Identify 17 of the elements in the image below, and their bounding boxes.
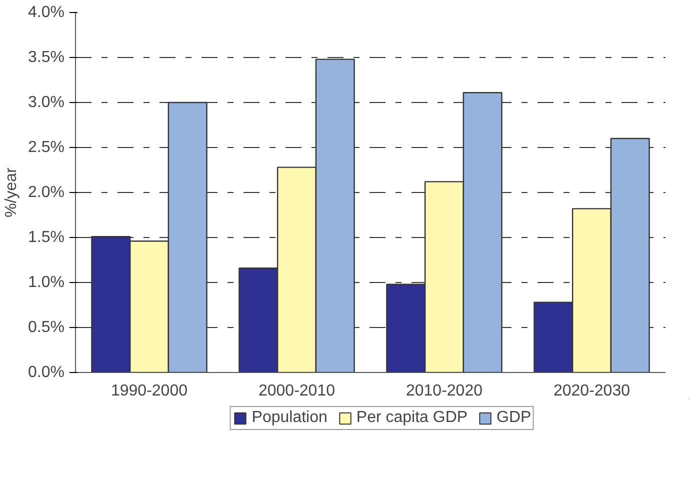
x-tick-label: 2020-2030	[553, 382, 630, 400]
y-tick-label: 1.5%	[28, 229, 64, 246]
y-axis-title: %/year	[3, 166, 20, 218]
y-tick-label: 2.0%	[28, 184, 64, 201]
y-tick-label: 3.5%	[28, 49, 64, 66]
y-tick-label: 1.0%	[28, 274, 64, 291]
x-tick-label: 2010-2020	[406, 382, 483, 400]
y-tick-label: 0.5%	[28, 319, 64, 336]
y-tick-label: 0.0%	[28, 364, 64, 381]
legend-label: Per capita GDP	[356, 409, 468, 427]
y-tick-label: 3.0%	[28, 94, 64, 111]
y-tick-label: 4.0%	[28, 4, 64, 21]
y-tick-label: 2.5%	[28, 139, 64, 156]
legend-label: Population	[252, 409, 328, 427]
x-tick-label: 1990-2000	[110, 382, 188, 400]
legend-label: GDP	[496, 409, 532, 427]
x-tick-label: 2000-2010	[258, 382, 336, 400]
